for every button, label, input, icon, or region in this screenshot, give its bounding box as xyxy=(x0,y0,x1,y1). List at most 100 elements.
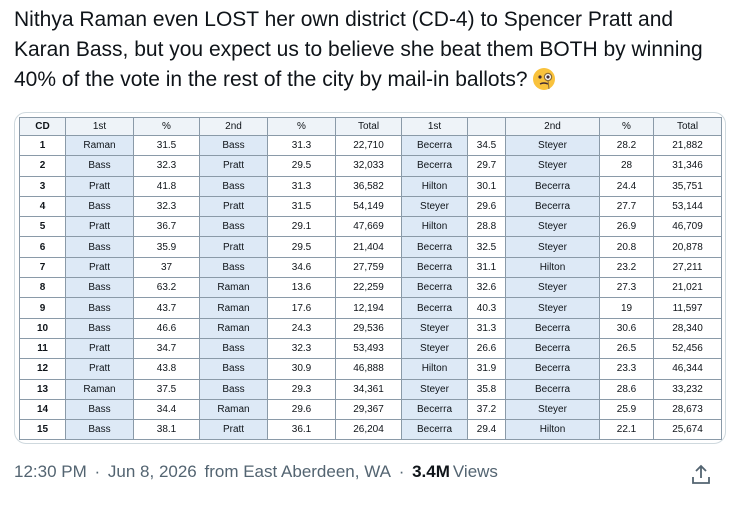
table-cell: 4 xyxy=(19,195,66,218)
table-cell: 32.3 xyxy=(133,195,200,218)
table-cell: Pratt xyxy=(199,236,268,258)
table-cell: 31,346 xyxy=(653,155,722,177)
table-cell: 26.6 xyxy=(467,337,506,360)
results-table: CD 1st% 2nd% Total 1st 2nd% Total 1 Raman 31.5 Bas… xyxy=(19,117,722,441)
table-cell: Pratt xyxy=(199,155,268,177)
table-cell: Bass xyxy=(65,277,134,299)
location: from East Aberdeen, WA xyxy=(204,462,391,481)
table-cell: Steyer xyxy=(505,236,600,258)
table-cell: Raman xyxy=(65,134,134,157)
table-cell: 25,674 xyxy=(653,419,722,441)
table-cell: 20,878 xyxy=(653,236,722,258)
table-cell: Pratt xyxy=(65,175,134,197)
table-cell: 34,361 xyxy=(335,378,402,400)
table-cell: 12 xyxy=(19,358,66,380)
table-cell: 7 xyxy=(19,256,66,279)
share-button[interactable] xyxy=(690,464,712,486)
table-cell: 30.6 xyxy=(599,317,654,339)
table-cell: 28,340 xyxy=(653,317,722,339)
table-cell: Steyer xyxy=(505,134,600,157)
table-cell: Becerra xyxy=(505,337,600,360)
table-cell: Hilton xyxy=(505,419,600,441)
table-cell: Pratt xyxy=(199,419,268,441)
date[interactable]: Jun 8, 2026 xyxy=(107,462,197,481)
table-cell: 26.5 xyxy=(599,337,654,360)
table-cell: 30.1 xyxy=(467,175,506,197)
table-cell: Hilton xyxy=(505,256,600,279)
header-cell: Total xyxy=(653,117,722,136)
table-row: 7 Pratt 37 Bass 34.6 27,759 Becerra 31.1 Hilton 2… xyxy=(19,256,722,279)
table-cell: 8 xyxy=(19,277,66,299)
table-cell: Becerra xyxy=(505,358,600,380)
table-row: 15 Bass 38.1 Pratt 36.1 26,204 Becerra 29.4 Hilt… xyxy=(19,419,722,441)
table-cell: Bass xyxy=(199,134,268,157)
table-cell: Bass xyxy=(199,358,268,380)
table-cell: 46.6 xyxy=(133,317,200,339)
table-cell: Becerra xyxy=(401,236,468,258)
table-cell: 14 xyxy=(19,398,66,421)
table-cell: Becerra xyxy=(505,378,600,400)
table-cell: 27.7 xyxy=(599,195,654,218)
table-cell: Bass xyxy=(199,175,268,197)
table-row: 1 Raman 31.5 Bass 31.3 22,710 Becerra 34.5 Steye… xyxy=(19,134,722,157)
table-cell: 29.5 xyxy=(267,236,336,258)
table-cell: 32.5 xyxy=(467,236,506,258)
table-cell: 40.3 xyxy=(467,297,506,319)
table-cell: Pratt xyxy=(65,358,134,380)
table-cell: 38.1 xyxy=(133,419,200,441)
table-cell: Steyer xyxy=(505,155,600,177)
table-cell: Raman xyxy=(199,317,268,339)
table-cell: Steyer xyxy=(401,378,468,400)
table-cell: 32.3 xyxy=(133,155,200,177)
table-cell: Bass xyxy=(65,419,134,441)
table-cell: 32.6 xyxy=(467,277,506,299)
table-cell: 29,536 xyxy=(335,317,402,339)
table-cell: 13.6 xyxy=(267,277,336,299)
table-cell: Raman xyxy=(199,277,268,299)
table-cell: 31.3 xyxy=(467,317,506,339)
table-row: 8 Bass 63.2 Raman 13.6 22,259 Becerra 32.6 Steye… xyxy=(19,277,722,299)
table-cell: 31.3 xyxy=(267,134,336,157)
table-cell: Becerra xyxy=(401,398,468,421)
table-cell: Hilton xyxy=(401,216,468,238)
table-cell: 11 xyxy=(19,337,66,360)
table-cell: 31.5 xyxy=(267,195,336,218)
table-row: 10 Bass 46.6 Raman 24.3 29,536 Steyer 31.3 Becer… xyxy=(19,317,722,339)
table-cell: Raman xyxy=(199,398,268,421)
table-cell: 28.8 xyxy=(467,216,506,238)
table-cell: 29.3 xyxy=(267,378,336,400)
table-cell: 43.8 xyxy=(133,358,200,380)
table-cell: Becerra xyxy=(401,277,468,299)
table-cell: Pratt xyxy=(199,195,268,218)
table-cell: Pratt xyxy=(65,337,134,360)
header-cell: 2nd xyxy=(505,117,600,136)
table-cell: 34.7 xyxy=(133,337,200,360)
table-cell: Steyer xyxy=(505,216,600,238)
emoji-monocle xyxy=(532,68,555,90)
table-row: 2 Bass 32.3 Pratt 29.5 32,033 Becerra 29.7 Steye… xyxy=(19,155,722,177)
table-cell: 35,751 xyxy=(653,175,722,197)
table-cell: Steyer xyxy=(401,195,468,218)
table-cell: Bass xyxy=(65,317,134,339)
table-row: 5 Pratt 36.7 Bass 29.1 47,669 Hilton 28.8 Steyer… xyxy=(19,216,722,238)
table-cell: Bass xyxy=(65,297,134,319)
table-row: 4 Bass 32.3 Pratt 31.5 54,149 Steyer 29.6 Becerr… xyxy=(19,195,722,218)
tweet-text-block: Nithya Raman even LOST her own district … xyxy=(14,5,714,95)
table-cell: 36.1 xyxy=(267,419,336,441)
table-cell: 6 xyxy=(19,236,66,258)
table-cell: 26.9 xyxy=(599,216,654,238)
table-cell: 36.7 xyxy=(133,216,200,238)
table-cell: 5 xyxy=(19,216,66,238)
table-cell: 25.9 xyxy=(599,398,654,421)
table-cell: 53,493 xyxy=(335,337,402,360)
table-row: 3 Pratt 41.8 Bass 31.3 36,582 Hilton 30.1 Becerr… xyxy=(19,175,722,197)
table-cell: 47,669 xyxy=(335,216,402,238)
table-cell: 24.4 xyxy=(599,175,654,197)
table-cell: 31.3 xyxy=(267,175,336,197)
table-cell: Steyer xyxy=(401,337,468,360)
table-cell: 34.6 xyxy=(267,256,336,279)
table-cell: 19 xyxy=(599,297,654,319)
header-cell: % xyxy=(599,117,654,136)
header-cell: Total xyxy=(335,117,402,136)
table-cell: 32,033 xyxy=(335,155,402,177)
